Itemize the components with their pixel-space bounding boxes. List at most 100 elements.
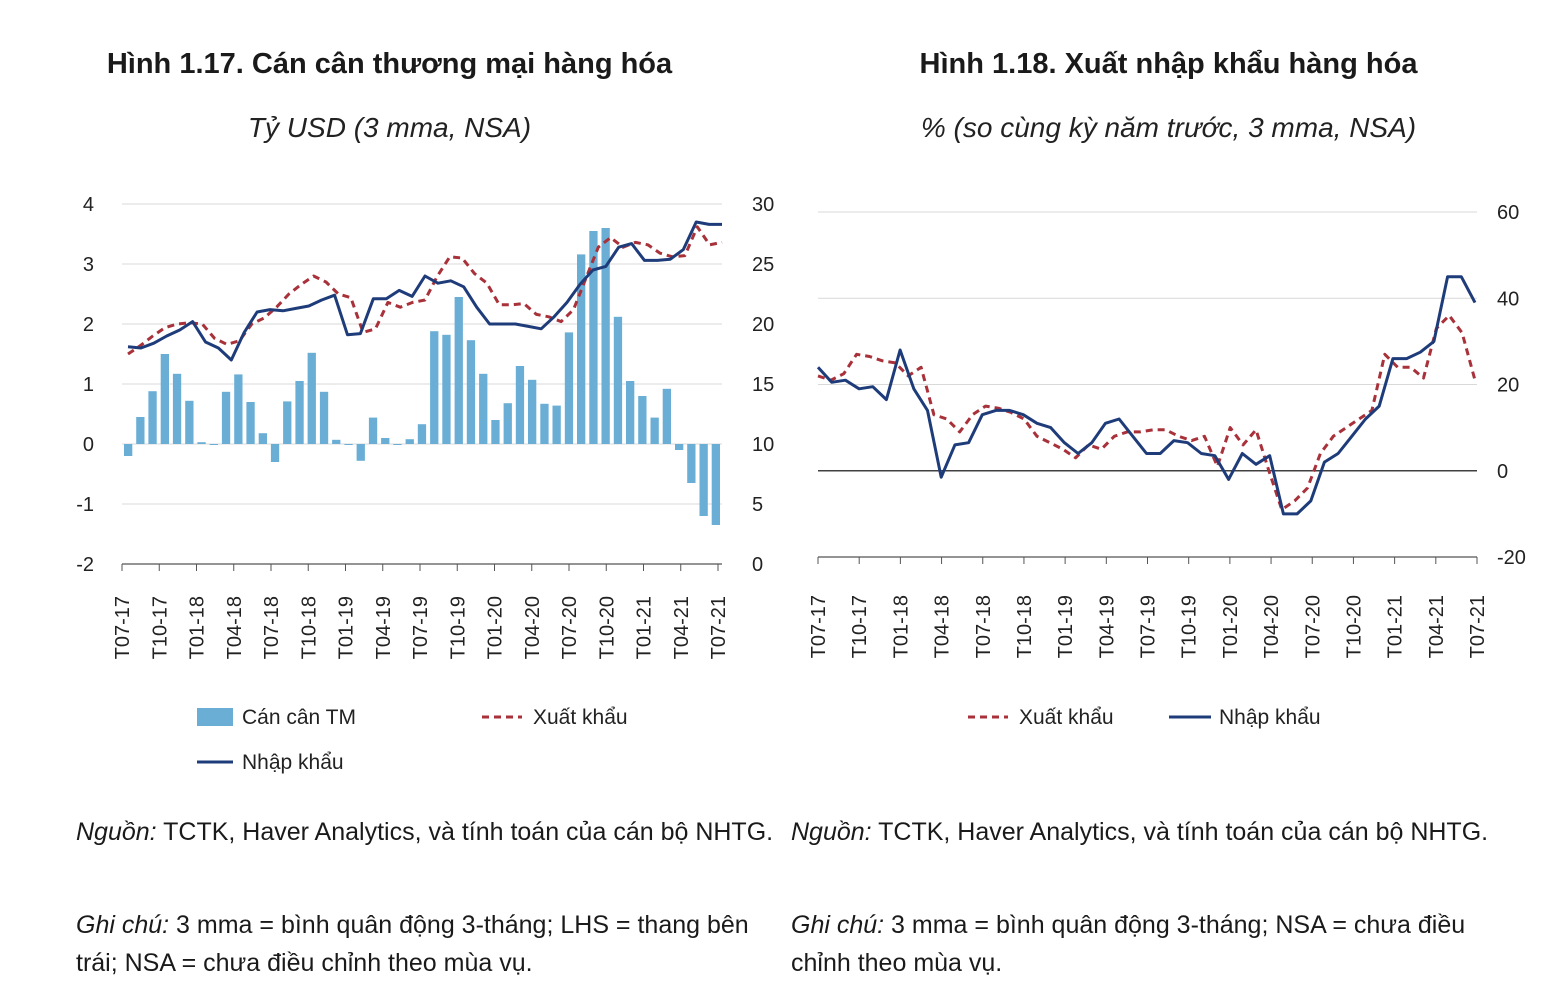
figure-117-source: Nguồn: TCTK, Haver Analytics, và tính to…: [76, 813, 776, 851]
x-tick-label: T01-18: [187, 596, 209, 659]
y-tick-label: 60: [1497, 202, 1519, 224]
figure-118-chart: 60 40 20 0 -20 T07-17 T10-17 T01-18 T04-18 T07-18…: [808, 202, 1526, 729]
source-text: TCTK, Haver Analytics, và tính toán của …: [871, 818, 1489, 846]
x-tick-label: T04-20: [1261, 595, 1283, 658]
legend-swatch-bar: [197, 708, 233, 726]
figure-118-panel: Hình 1.18. Xuất nhập khẩu hàng hóa % (so…: [779, 0, 1558, 1006]
bar-can-can-tm: [589, 231, 598, 444]
x-tick-label: T04-21: [1426, 595, 1448, 658]
bar-can-can-tm: [136, 417, 145, 444]
x-tick-label: T07-21: [708, 596, 730, 659]
bar-can-can-tm: [381, 438, 390, 444]
bar-can-can-tm: [417, 424, 427, 444]
figure-118-subtitle: % (so cùng kỳ năm trước, 3 mma, NSA): [920, 112, 1417, 143]
bar-can-can-tm: [711, 444, 720, 525]
bar-can-can-tm: [172, 373, 182, 444]
bar-can-can-tm: [687, 444, 696, 483]
legend-label-nhap-khau: Nhập khẩu: [1219, 706, 1321, 729]
legend-label-nhap-khau: Nhập khẩu: [242, 751, 344, 774]
bar-can-can-tm: [564, 332, 574, 444]
note-label: Ghi chú:: [791, 911, 885, 939]
bar-can-can-tm: [344, 444, 353, 445]
note-text: 3 mma = bình quân động 3-tháng; NSA = ch…: [791, 911, 1466, 977]
figure-118-source: Nguồn: TCTK, Haver Analytics, và tính to…: [791, 813, 1491, 851]
x-tick-label: T07-21: [1467, 595, 1489, 658]
x-tick-label: T10-17: [149, 596, 171, 659]
bar-can-can-tm: [540, 403, 549, 444]
bar-can-can-tm: [221, 391, 231, 444]
x-tick-label: T10-19: [447, 596, 469, 659]
bar-can-can-tm: [160, 354, 169, 444]
y-tick-label: 40: [1497, 288, 1519, 310]
bar-can-can-tm: [197, 442, 206, 444]
bar-can-can-tm: [246, 402, 255, 444]
y-tick-label: -20: [1497, 547, 1526, 569]
bar-can-can-tm: [234, 374, 243, 444]
figure-118-title: Hình 1.18. Xuất nhập khẩu hàng hóa: [919, 48, 1418, 80]
bar-can-can-tm: [650, 417, 659, 444]
line-nhap-khau: [127, 220, 722, 362]
bar-can-can-tm: [368, 417, 378, 444]
source-label: Nguồn:: [76, 818, 157, 846]
x-tick-label: T04-20: [522, 596, 544, 659]
bar-can-can-tm: [258, 433, 267, 444]
x-tick-label: T07-17: [808, 595, 830, 658]
bar-can-can-tm: [283, 401, 292, 444]
legend-label-xuat-khau: Xuất khẩu: [533, 706, 628, 729]
legend-label-xuat-khau: Xuất khẩu: [1019, 706, 1114, 729]
bar-can-can-tm: [124, 444, 133, 456]
x-tick-label: T10-18: [298, 596, 320, 659]
bar-can-can-tm: [393, 444, 402, 445]
y-left-tick-label: 3: [83, 254, 94, 276]
note-text: 3 mma = bình quân động 3-tháng; LHS = th…: [76, 911, 749, 977]
bar-can-can-tm: [528, 379, 537, 444]
bar-can-can-tm: [356, 444, 365, 461]
bar-can-can-tm: [148, 391, 157, 444]
bar-can-can-tm: [466, 340, 476, 444]
source-text: TCTK, Haver Analytics, và tính toán của …: [156, 818, 774, 846]
x-tick-label: T01-21: [1385, 595, 1407, 658]
x-tick-label: T01-19: [1055, 595, 1077, 658]
bar-can-can-tm: [295, 381, 304, 444]
bar-can-can-tm: [613, 316, 623, 444]
x-tick-label: T04-21: [671, 596, 693, 659]
y-right-tick-label: 30: [752, 194, 774, 216]
figure-117-title: Hình 1.17. Cán cân thương mại hàng hóa: [106, 48, 673, 80]
x-tick-label: T07-17: [112, 596, 134, 659]
bar-can-can-tm: [209, 444, 218, 445]
x-tick-label: T10-20: [596, 596, 618, 659]
bar-can-can-tm: [699, 444, 708, 516]
bar-can-can-tm: [430, 331, 439, 444]
x-tick-label: T04-19: [373, 596, 395, 659]
y-tick-label: 0: [1497, 461, 1508, 483]
bar-can-can-tm: [307, 352, 316, 444]
bar-can-can-tm: [454, 297, 463, 444]
line-xuat-khau: [817, 314, 1477, 512]
bar-can-can-tm: [319, 391, 329, 444]
x-tick-label: T07-20: [1302, 595, 1324, 658]
y-left-tick-label: -2: [76, 554, 94, 576]
x-tick-label: T01-18: [890, 595, 912, 658]
y-tick-label: 20: [1497, 375, 1519, 397]
note-label: Ghi chú:: [76, 911, 170, 939]
x-tick-label: T10-19: [1179, 595, 1201, 658]
y-right-tick-label: 5: [752, 494, 763, 516]
y-right-tick-label: 20: [752, 314, 774, 336]
bar-can-can-tm: [270, 444, 280, 462]
bar-can-can-tm: [662, 388, 671, 444]
x-tick-label: T07-18: [261, 596, 283, 659]
figure-117-panel: Hình 1.17. Cán cân thương mại hàng hóa T…: [76, 48, 776, 977]
x-tick-label: T07-19: [1138, 595, 1160, 658]
legend-label-can-can-tm: Cán cân TM: [242, 706, 356, 729]
line-nhap-khau: [816, 275, 1477, 516]
x-tick-label: T07-18: [973, 595, 995, 658]
x-tick-label: T07-20: [559, 596, 581, 659]
x-tick-label: T04-18: [224, 596, 246, 659]
x-tick-label: T04-18: [932, 595, 954, 658]
bar-can-can-tm: [626, 381, 635, 444]
bar-can-can-tm: [479, 373, 488, 444]
x-tick-label: T01-20: [1220, 595, 1242, 658]
source-label: Nguồn:: [791, 818, 872, 846]
y-right-tick-label: 0: [752, 554, 763, 576]
